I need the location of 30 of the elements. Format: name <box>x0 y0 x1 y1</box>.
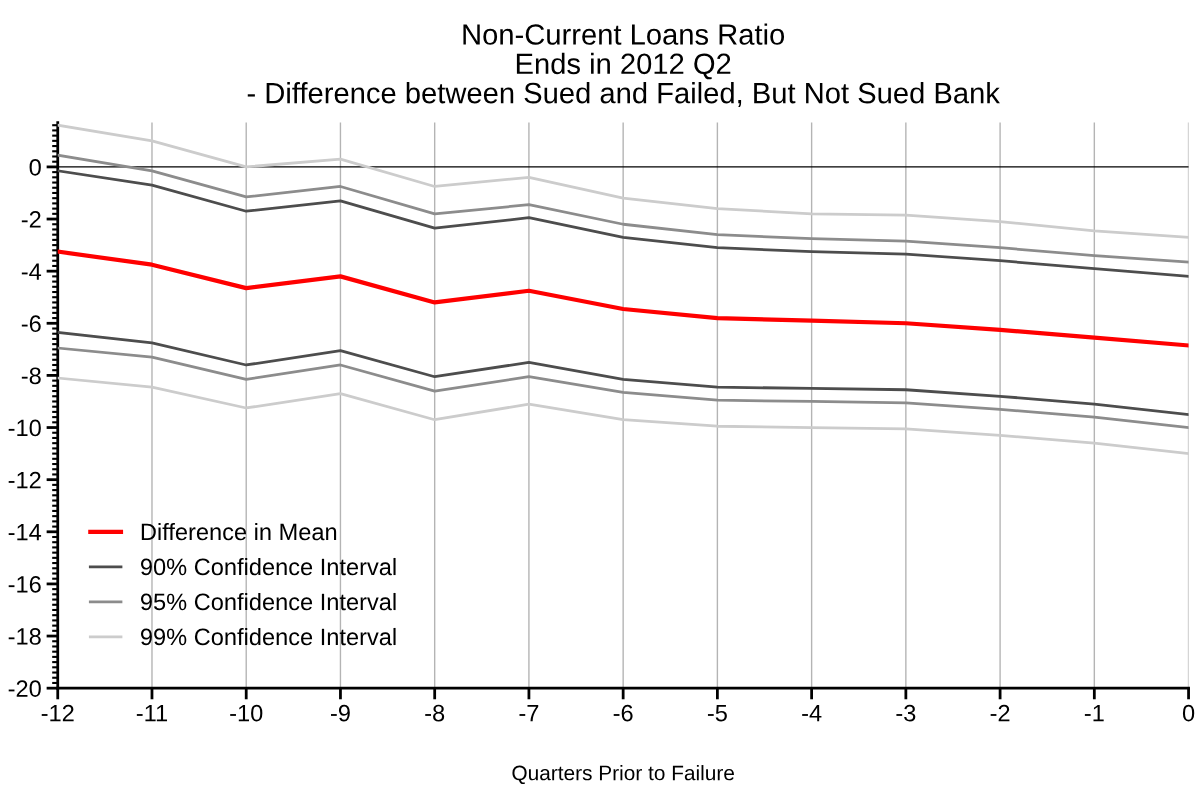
y-tick-label: -2 <box>21 211 41 228</box>
x-axis-title: Quarters Prior to Failure <box>512 765 734 785</box>
x-tick-label: -6 <box>613 704 633 722</box>
legend-label: 90% Confidence Interval <box>140 557 396 576</box>
x-tick-label: -10 <box>230 704 263 722</box>
y-tick-label: -16 <box>8 575 41 593</box>
legend-label: 99% Confidence Interval <box>140 627 396 646</box>
x-tick-label: -5 <box>707 705 727 722</box>
x-tick-label: -9 <box>331 704 350 722</box>
y-tick-label: 0 <box>29 158 41 176</box>
x-tick-label: -7 <box>519 705 539 722</box>
y-tick-label: -14 <box>8 524 42 541</box>
y-tick-label: -18 <box>8 628 41 645</box>
chart-title: Non-Current Loans Ratio Ends in 2012 Q2 - Difference between Sued and Failed, But Not Sued Bank <box>247 23 1000 107</box>
x-tick-label: -4 <box>802 705 822 722</box>
x-tick-label: -8 <box>425 704 445 722</box>
x-tick-label: 0 <box>1182 704 1195 722</box>
legend-label: 95% Confidence Interval <box>140 592 396 611</box>
x-tick-label: -3 <box>896 704 916 722</box>
y-tick-label: -4 <box>21 263 42 280</box>
y-tick-label: -10 <box>8 419 41 437</box>
x-tick-label: -2 <box>990 704 1010 722</box>
legend-label: Difference in Mean <box>141 522 337 541</box>
y-tick-label: -12 <box>8 471 41 489</box>
x-tick-label: -12 <box>41 704 74 722</box>
y-tick-label: -20 <box>8 680 41 697</box>
y-tick-label: -6 <box>21 315 41 333</box>
x-tick-label: -11 <box>136 705 168 722</box>
x-tick-label: -1 <box>1084 705 1104 722</box>
y-tick-label: -8 <box>21 367 41 385</box>
